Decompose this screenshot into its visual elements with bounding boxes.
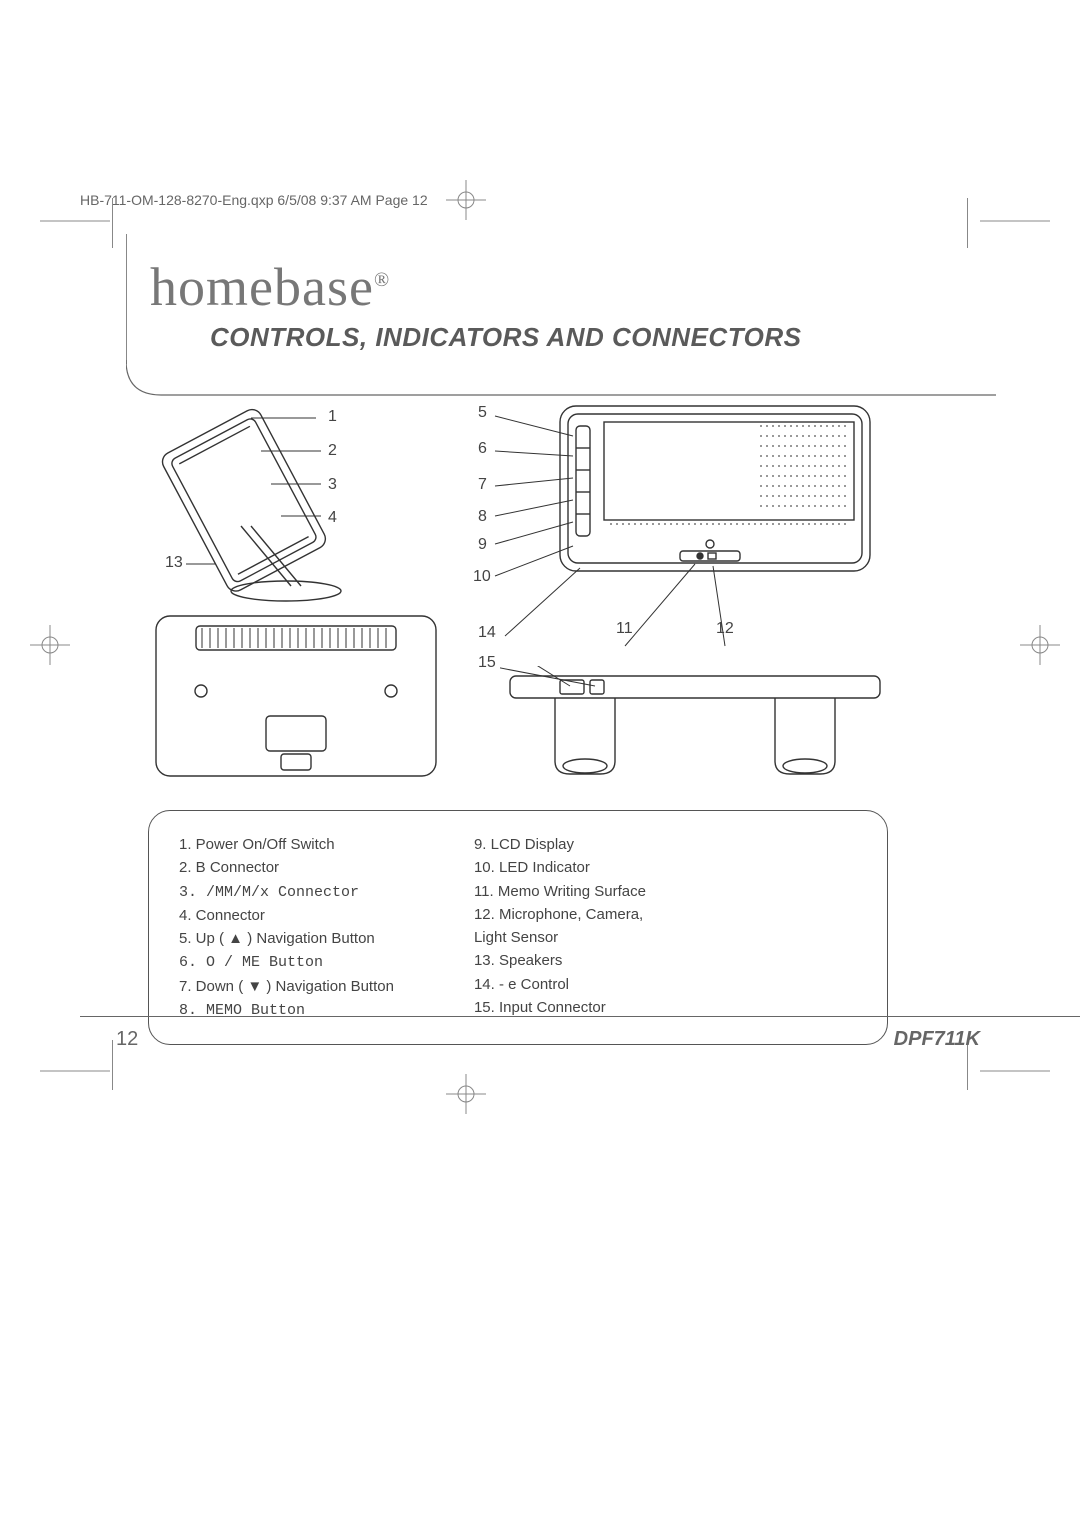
diagram-bottom-plate: [146, 606, 456, 796]
callout-3: 3: [328, 476, 337, 494]
legend-item: 6. O / ME Button: [179, 950, 394, 974]
legend-item: 3. /MM/M/x Connector: [179, 880, 394, 904]
legend-item: 9. LCD Display: [474, 833, 646, 856]
title-underline: [126, 360, 996, 400]
legend-item: 2. B Connector: [179, 856, 394, 879]
callout-1: 1: [328, 408, 337, 426]
header-slug: HB-711-OM-128-8270-Eng.qxp 6/5/08 9:37 A…: [80, 192, 428, 208]
page-number: 12: [116, 1028, 138, 1051]
callout-7: 7: [478, 476, 487, 494]
model-code: DPF711K: [894, 1028, 980, 1051]
callout-5: 5: [478, 404, 487, 422]
legend-item: 12. Microphone, Camera,: [474, 903, 646, 926]
crop-vrule: [112, 1040, 113, 1090]
legend-col-left: 1. Power On/Off Switch 2. B Connector 3.…: [179, 833, 394, 1022]
legend-item: 1. Power On/Off Switch: [179, 833, 394, 856]
legend-item: 5. Up ( ▲ ) Navigation Button: [179, 927, 394, 950]
brand-home: home: [150, 257, 274, 317]
callout-11: 11: [616, 620, 633, 638]
title-vrule: [126, 234, 127, 364]
legend-col-right: 9. LCD Display 10. LED Indicator 11. Mem…: [474, 833, 646, 1022]
callout-15: 15: [478, 654, 496, 672]
legend-item: 13. Speakers: [474, 949, 646, 972]
legend-item: 10. LED Indicator: [474, 856, 646, 879]
legend-item: 7. Down ( ▼ ) Navigation Button: [179, 975, 394, 998]
callouts-stand-lines: [500, 666, 620, 726]
callout-8: 8: [478, 508, 487, 526]
callout-2: 2: [328, 442, 337, 460]
legend-box: 1. Power On/Off Switch 2. B Connector 3.…: [148, 810, 888, 1045]
callout-9: 9: [478, 536, 487, 554]
legend-item: 11. Memo Writing Surface: [474, 880, 646, 903]
callouts-left-lines: [146, 396, 446, 626]
footer-rule: [80, 1016, 1080, 1017]
callout-10: 10: [473, 568, 491, 586]
legend-item: 14. - e Control: [474, 973, 646, 996]
callout-13: 13: [165, 554, 183, 572]
callout-6: 6: [478, 440, 487, 458]
callout-14: 14: [478, 624, 496, 642]
brand-logo: homebase®: [150, 256, 390, 318]
callout-4: 4: [328, 509, 337, 527]
legend-item: 8. MEMO Button: [179, 998, 394, 1022]
legend-item: 4. Connector: [179, 904, 394, 927]
callouts-right-lines: [445, 396, 905, 656]
brand-base: base: [274, 257, 374, 317]
callout-12: 12: [716, 620, 734, 638]
crop-vrule: [967, 198, 968, 248]
page-title: CONTROLS, INDICATORS AND CONNECTORS: [210, 322, 801, 353]
legend-item: Light Sensor: [474, 926, 646, 949]
